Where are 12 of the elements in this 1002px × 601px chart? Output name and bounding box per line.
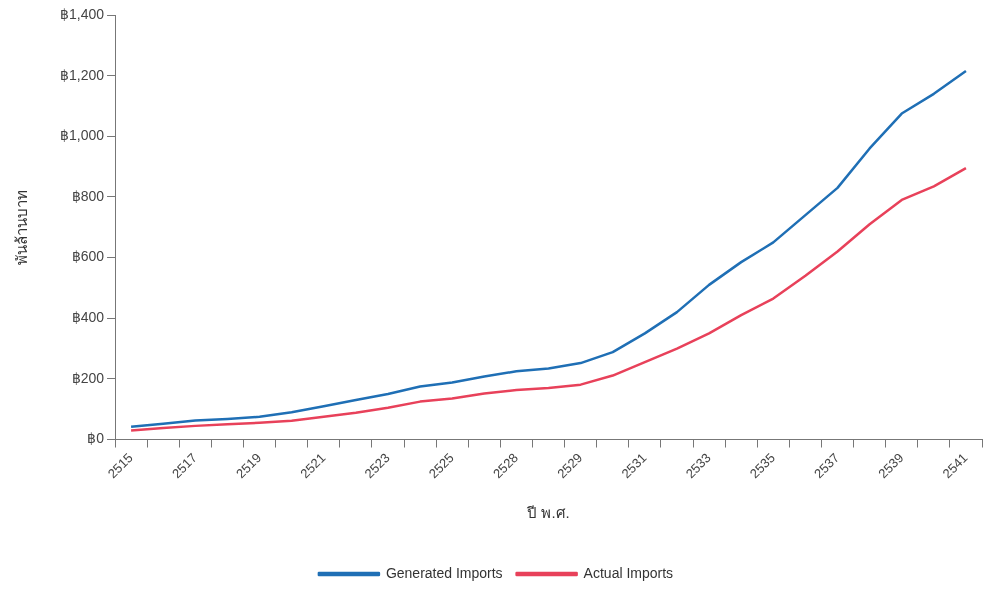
y-tick-label: ฿800 (71, 187, 105, 204)
y-tick-label: ฿600 (71, 248, 105, 265)
y-tick-label: ฿400 (71, 309, 105, 326)
y-tick-label: ฿1,400 (59, 5, 105, 22)
y-tick-label: ฿1,200 (59, 66, 105, 83)
y-axis-title: พันล้านบาท (13, 189, 31, 265)
y-tick-label: ฿1,000 (59, 127, 105, 144)
y-tick-label: ฿200 (71, 369, 105, 386)
legend-label: Generated Imports (385, 564, 503, 581)
x-axis-title: ปี พ.ศ. (526, 504, 570, 522)
legend-label: Actual Imports (583, 564, 674, 581)
y-tick-label: ฿0 (87, 430, 105, 447)
